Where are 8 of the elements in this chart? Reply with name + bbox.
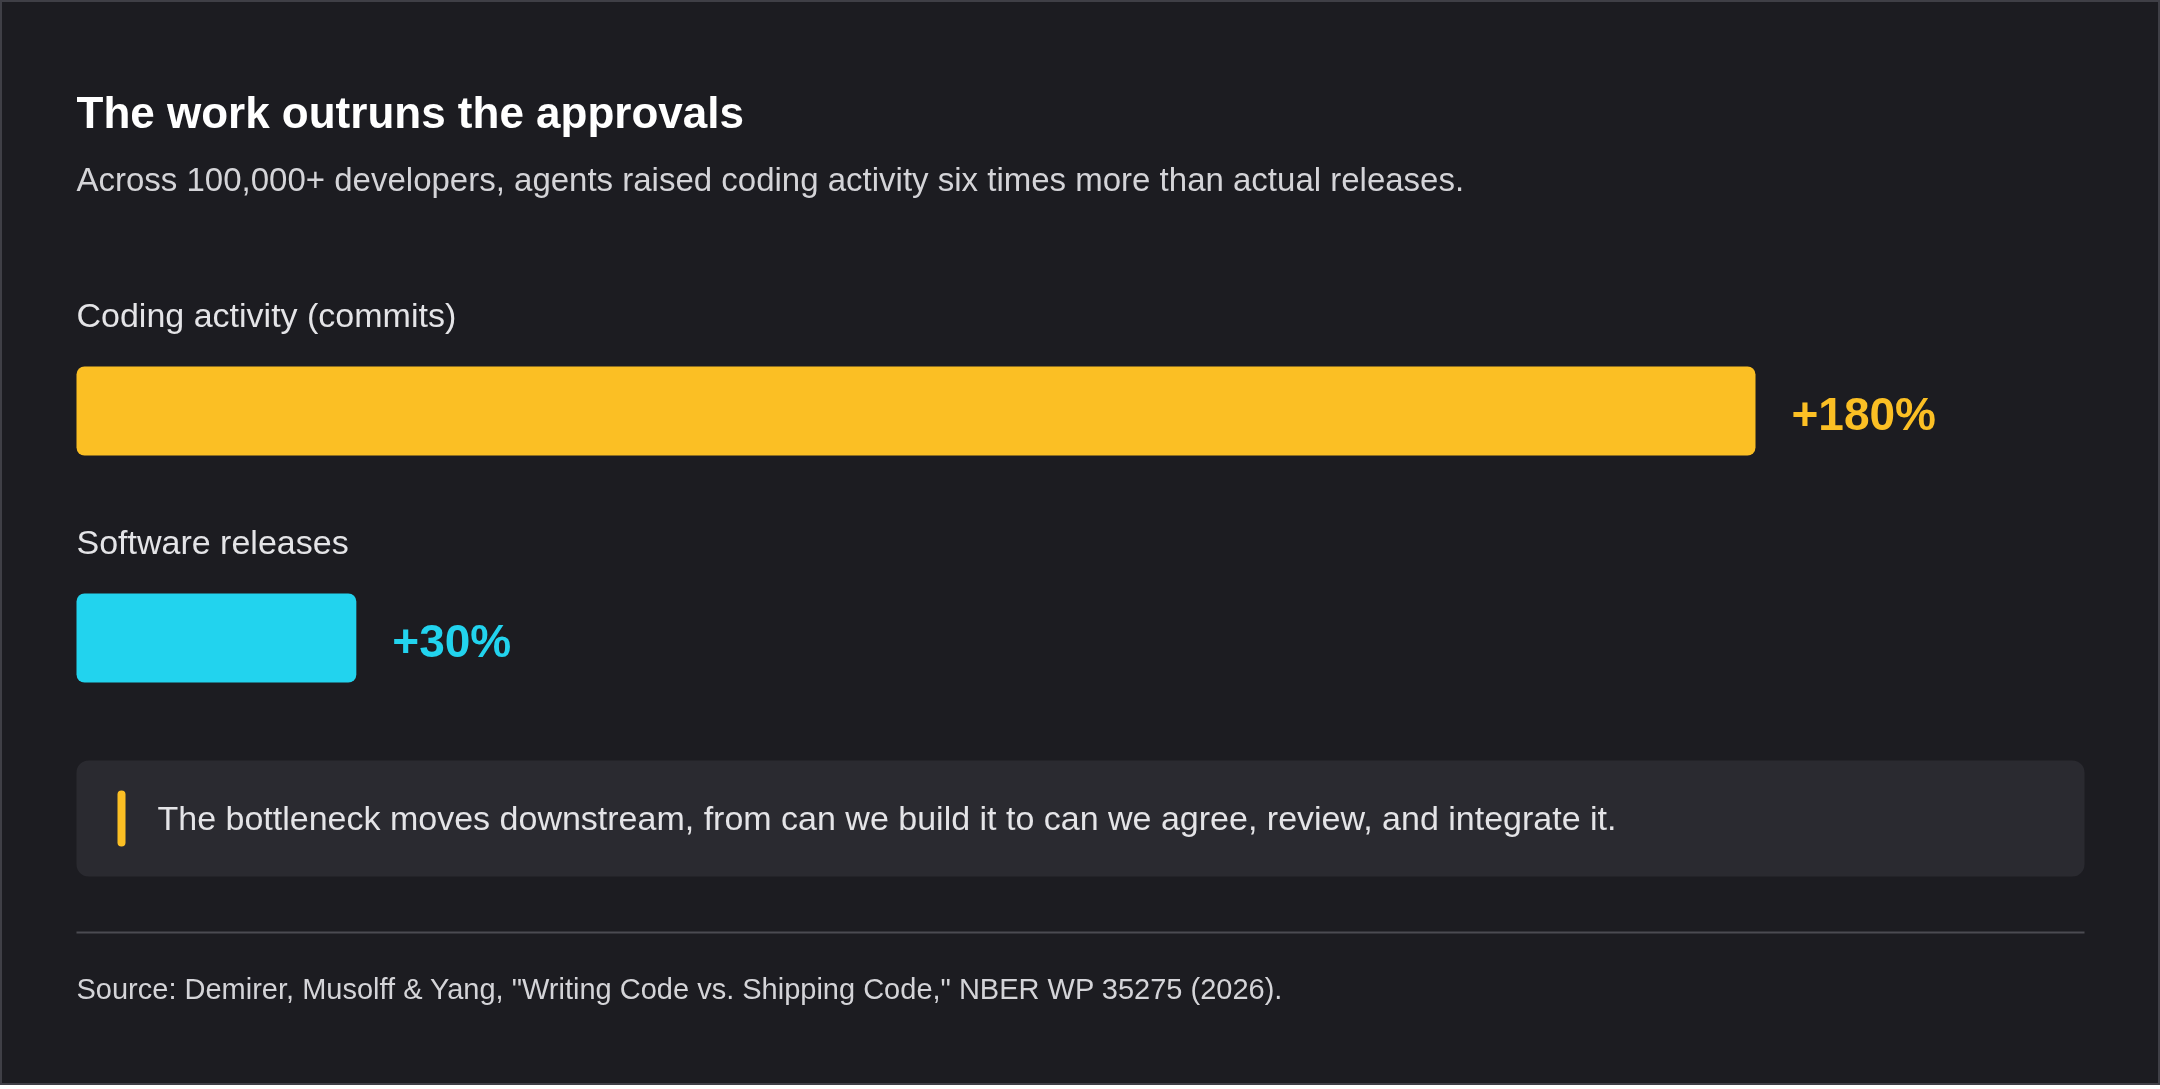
chart-title: The work outruns the approvals: [76, 88, 744, 137]
source-note: Source: Demirer, Musolff & Yang, "Writing Code vs. Shipping Code," NBER WP 35275 (2026).: [76, 972, 1283, 1005]
data-label: +180%: [1791, 387, 1937, 440]
data-label: +30%: [392, 614, 512, 667]
text: The bottleneck moves downstream, from can we build it to can we agree, review, and integrate it.: [157, 798, 1617, 837]
y-tick-label: Software releases: [76, 522, 349, 561]
chart-subtitle: Across 100,000+ developers, agents raised coding activity six times more than actual releases.: [76, 161, 1465, 198]
y-tick-label: Coding activity (commits): [76, 295, 457, 334]
